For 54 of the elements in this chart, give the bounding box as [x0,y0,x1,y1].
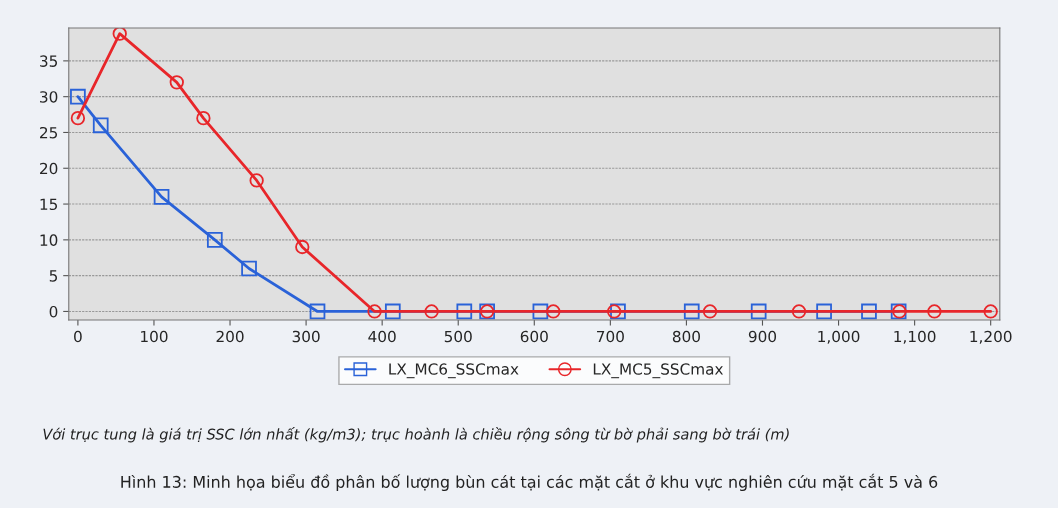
point [532,303,549,320]
point [169,75,184,90]
x-tick-label: 900 [748,330,777,343]
x-tick-label: 500 [444,330,472,343]
x-tick-label: 700 [597,330,624,343]
y-tick-label: 25 [40,126,58,139]
point [196,110,211,126]
point [112,27,127,41]
y-tick-label: 30 [40,91,58,103]
point [546,304,561,319]
point [92,117,109,134]
point [983,304,998,319]
x-tick-label: 200 [216,330,244,343]
x-tick-label: 1,000 [818,330,860,344]
point [367,304,382,319]
x-tick-label: 300 [292,330,320,343]
point [295,239,310,255]
legend-label: LX_MC6_SSCmax [389,363,519,379]
legend-label: LX_MC5_SSCmax [593,363,724,379]
point [384,303,401,320]
point [702,304,718,319]
point [153,189,170,205]
point [816,303,832,320]
y-tick-label: 35 [40,55,58,67]
point [249,173,264,188]
text: Hình 13: Minh họa biểu đồ phân bố lượng bùn cát tại các mặt cắt ở khu vực nghiên cứu mặt cắt 5 và 6 [121,473,938,491]
y-tick-label: 5 [49,270,58,282]
x-tick-label: 600 [520,330,548,343]
point [861,303,877,320]
point [309,303,326,320]
x-tick-label: 400 [368,330,396,343]
point [791,304,807,319]
point [206,232,223,248]
point [70,110,86,126]
point [241,260,257,277]
x-tick-label: 1,200 [970,330,1012,344]
y-tick-label: 15 [40,198,58,211]
point [70,88,86,105]
x-tick-label: 800 [672,330,700,343]
point [683,303,700,320]
y-tick-label: 0 [49,305,58,318]
point [607,304,622,319]
point [750,303,767,320]
point [424,304,439,319]
line-series [70,27,998,319]
x-tick-label: 0 [74,330,82,343]
point [456,303,473,320]
y-tick-label: 10 [40,234,58,246]
text: Với trục tung là giá trị SSC lớn nhất (kg/m3); trục hoành là chiều rộng sông từ bờ phải sang bờ trái (m) [43,427,789,443]
x-tick-label: 1,100 [894,330,936,344]
y-tick-label: 20 [40,162,58,175]
point [610,303,626,320]
point [927,304,942,319]
x-tick-label: 100 [141,330,168,343]
